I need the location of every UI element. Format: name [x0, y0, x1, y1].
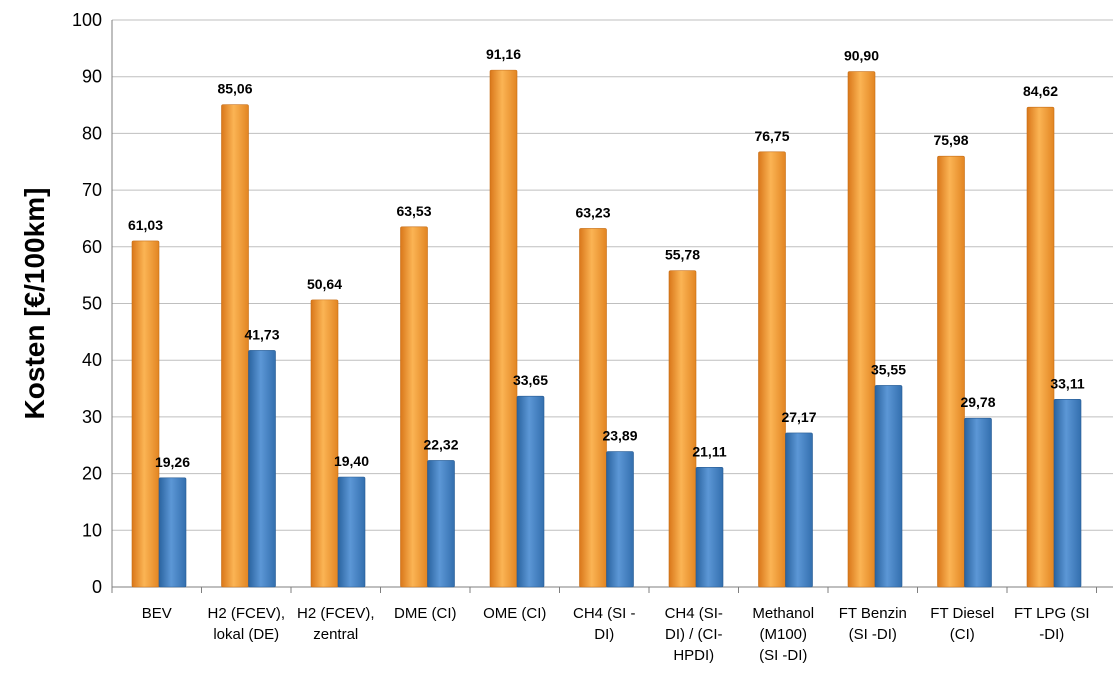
bar [695, 467, 724, 588]
data-label: 76,75 [754, 128, 789, 144]
y-tick-label: 20 [82, 464, 102, 484]
data-label: 91,16 [486, 46, 521, 62]
data-label: 33,11 [1050, 375, 1084, 391]
data-label: 90,90 [844, 48, 879, 64]
data-label: 29,78 [960, 394, 995, 410]
bar [427, 460, 455, 588]
y-tick-label: 70 [82, 180, 102, 200]
x-tick-label: FT LPG (SI -DI) [1014, 605, 1090, 643]
data-labels: 61,03 85,06 50,64 63,53 91,16 63,23 55,78 76,75… [128, 46, 1085, 470]
y-tick-label: 100 [72, 10, 102, 30]
data-label: 22,32 [423, 436, 458, 452]
bar [1026, 106, 1055, 588]
bar [964, 417, 992, 588]
y-tick-label: 80 [82, 123, 102, 143]
x-tick-label: Methanol (M100) (SI -DI) [752, 605, 814, 664]
data-label: 19,26 [155, 454, 190, 470]
bar [874, 385, 903, 588]
data-label: 55,78 [665, 247, 700, 263]
bar [937, 155, 965, 588]
x-tick-label: FT Diesel (CI) [930, 605, 994, 643]
y-tick-label: 30 [82, 407, 102, 427]
data-label: 61,03 [128, 217, 163, 233]
y-tick-label: 0 [92, 577, 102, 597]
bar [1053, 398, 1082, 588]
data-label: 27,17 [781, 409, 816, 425]
data-label: 35,55 [871, 361, 906, 377]
x-tick-label: BEV [142, 605, 172, 622]
gridlines [112, 19, 1113, 531]
data-label: 84,62 [1023, 83, 1058, 99]
bar [158, 477, 187, 588]
x-tick-label: FT Benzin (SI -DI) [839, 605, 907, 643]
bar [221, 104, 249, 588]
x-tick-label: CH4 (SI-DI) / (CI-HPDI) [665, 605, 723, 664]
y-tick-label: 10 [82, 520, 102, 540]
data-label: 23,89 [602, 428, 637, 444]
bar [131, 240, 160, 588]
data-label: 21,11 [692, 443, 726, 459]
x-tick-label: H2 (FCEV), lokal (DE) [207, 605, 285, 643]
bar [310, 299, 339, 588]
bars [131, 69, 1082, 588]
x-tick-label: H2 (FCEV), zentral [297, 605, 375, 643]
y-tick-label: 40 [82, 350, 102, 370]
y-tick-label: 60 [82, 237, 102, 257]
bar [579, 228, 607, 588]
bar [785, 432, 813, 588]
data-label: 75,98 [933, 132, 968, 148]
bar [847, 71, 876, 588]
data-label: 85,06 [217, 81, 252, 97]
x-tick-label: DME (CI) [394, 605, 457, 622]
data-label: 41,73 [244, 326, 279, 342]
y-tick-label: 90 [82, 67, 102, 87]
bar [489, 69, 518, 588]
x-tick-label: CH4 (SI -DI) [573, 605, 636, 643]
x-tick-label: OME (CI) [483, 605, 546, 622]
data-label: 19,40 [334, 453, 369, 469]
bar [400, 226, 428, 588]
data-label: 50,64 [307, 276, 342, 292]
y-axis-label: Kosten [€/100km] [19, 188, 50, 420]
data-label: 63,53 [396, 203, 431, 219]
bar [516, 395, 545, 588]
bar [758, 151, 786, 588]
bar [337, 476, 366, 588]
data-label: 33,65 [513, 372, 548, 388]
y-tick-label: 50 [82, 294, 102, 314]
data-label: 63,23 [575, 204, 610, 220]
bar [606, 451, 634, 588]
bar [248, 350, 276, 588]
bar [668, 270, 697, 588]
